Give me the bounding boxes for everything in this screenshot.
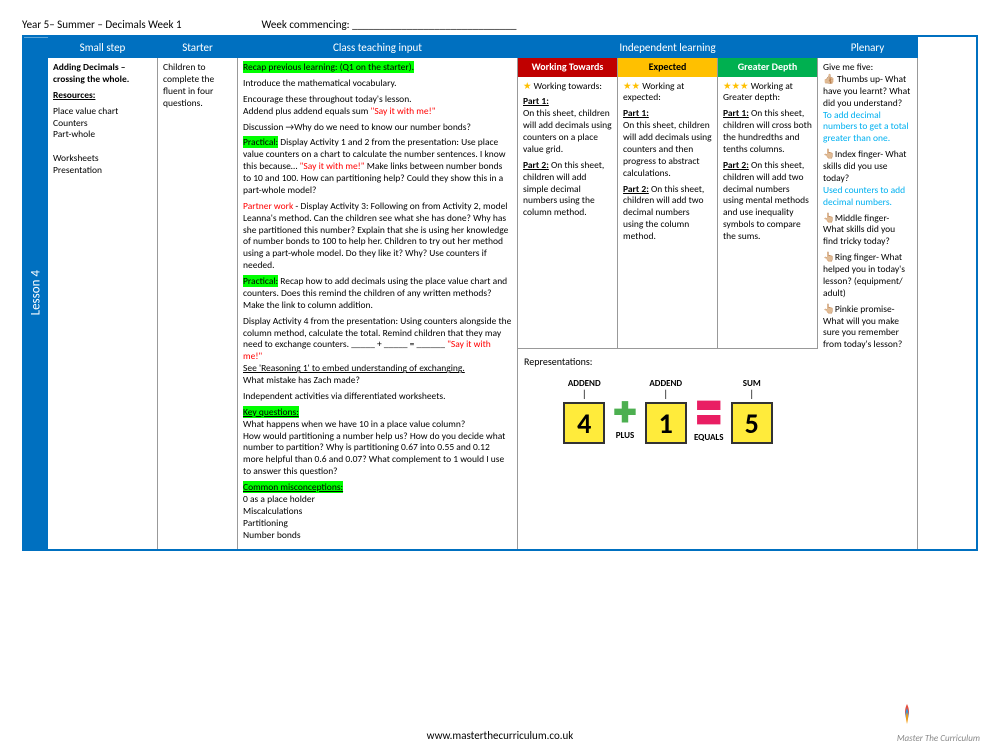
plenary-pinkie: Pinkie promise- What will you make sure … [823, 303, 902, 351]
wt-p2-label: Part 2: [523, 159, 549, 171]
practical1-label: Practical: [243, 136, 278, 148]
rep-sum-label: SUM [731, 378, 773, 389]
plus-icon: ✚ [613, 395, 636, 430]
gd-header: Greater Depth [718, 58, 817, 77]
brand-text: Master The Curriculum [897, 733, 980, 744]
plenary-index: Index finger- What skills did you use to… [823, 148, 906, 184]
ex-p1-label: Part 1: [623, 107, 649, 119]
wt-intro: Working towards: [532, 80, 602, 92]
footer-url: www.masterthecurriculum.co.uk [0, 729, 1000, 742]
gd-p2: On this sheet, children will add two dec… [723, 159, 809, 242]
teaching-cell: Recap previous learning: (Q1 on the star… [238, 58, 518, 549]
star-icon: ★ [523, 80, 532, 92]
keyq-label: Key questions: [243, 406, 299, 418]
page: Year 5– Summer – Decimals Week 1 Week co… [0, 0, 1000, 551]
rep-tile-3: 5 [731, 402, 773, 444]
say1: "Say it with me!" [368, 105, 435, 117]
key-questions: What happens when we have 10 in a place … [243, 419, 512, 478]
plenary-ring: Ring finger- What helped you in today's … [823, 251, 905, 299]
planner-table: Lesson 4 Small step Starter Class teachi… [22, 35, 978, 551]
rep-addend2-label: ADDEND [645, 378, 687, 389]
gd-cell: Greater Depth ★★★ Working at Greater dep… [718, 58, 818, 348]
rep-equals-label: EQUALS [693, 432, 725, 443]
wt-header: Working Towards [518, 58, 617, 77]
ex-p1: On this sheet, children will add decimal… [623, 119, 712, 179]
wt-p1-label: Part 1: [523, 95, 549, 107]
representations-cell: Representations: ADDEND │ 4 ✚ PLUS ADDEN… [518, 348, 818, 549]
practical2-label: Practical: [243, 275, 278, 287]
resources-label: Resources: [53, 89, 95, 101]
plenary-thumb: Thumbs up- What have you learnt? What di… [823, 73, 910, 109]
doc-title: Year 5– Summer – Decimals Week 1 [22, 18, 182, 31]
misconceptions: 0 as a place holder Miscalculations Part… [243, 494, 512, 542]
plenary-cell: Give me five: 👍🏼 Thumbs up- What have yo… [818, 58, 918, 549]
misc-label: Common misconceptions: [243, 481, 343, 493]
col-small-step: Small step [48, 37, 158, 58]
recap-label: Recap previous learning: (Q1 on the star… [243, 61, 414, 73]
gd-p1-label: Part 1: [723, 107, 749, 119]
week-commencing: Week commencing: _______________________… [262, 18, 517, 31]
resources-list: Place value chart Counters Part-whole Wo… [53, 106, 152, 177]
partner-label: Partner work [243, 200, 293, 212]
ex-cell: Expected ★★ Working at expected: Part 1:… [618, 58, 718, 348]
ex-header: Expected [618, 58, 717, 77]
discussion: Discussion →Why do we need to know our n… [243, 122, 512, 134]
rep-tile-2: 1 [645, 402, 687, 444]
zach: What mistake has Zach made? [243, 375, 512, 387]
col-plenary: Plenary [818, 37, 918, 58]
star-icon: ★★★ [723, 80, 749, 92]
small-step-title: Adding Decimals – crossing the whole. [53, 62, 152, 86]
rep-label: Representations: [524, 355, 592, 368]
starter-cell: Children to complete the fluent in four … [158, 58, 238, 549]
brand-logo: Master The Curriculum [897, 702, 980, 744]
plenary-thumb-eg: To add decimal numbers to get a total gr… [823, 109, 909, 145]
lesson-tab: Lesson 4 [24, 37, 48, 549]
reasoning: See 'Reasoning 1' to embed understanding… [243, 362, 465, 374]
intro1: Introduce the mathematical vocabulary. [243, 78, 512, 90]
ex-p2-label: Part 2: [623, 183, 649, 195]
star-icon: ★★ [623, 80, 640, 92]
indep-activities: Independent activities via differentiate… [243, 391, 512, 403]
rep-tile-1: 4 [563, 402, 605, 444]
rep-addend1-label: ADDEND [563, 378, 605, 389]
rep-plus-label: PLUS [611, 430, 638, 441]
say2: "Say it with me!" [297, 160, 364, 172]
wt-p1: On this sheet, children will add decimal… [523, 107, 612, 155]
col-teaching: Class teaching input [238, 37, 518, 58]
rep-diagram: ADDEND │ 4 ✚ PLUS ADDEND │ 1 [524, 378, 812, 446]
practical2: Recap how to add decimals using the plac… [243, 275, 507, 311]
col-starter: Starter [158, 37, 238, 58]
equals-icon: 〓 [695, 392, 723, 432]
title-row: Year 5– Summer – Decimals Week 1 Week co… [22, 18, 978, 31]
flame-icon [897, 702, 917, 730]
gd-p2-label: Part 2: [723, 159, 749, 171]
intro3: Addend plus addend equals sum [243, 105, 368, 117]
col-independent: Independent learning [518, 37, 818, 58]
wt-cell: Working Towards ★ Working towards: Part … [518, 58, 618, 348]
small-step-cell: Adding Decimals – crossing the whole. Re… [48, 58, 158, 549]
plenary-index-eg: Used counters to add decimal numbers. [823, 184, 905, 208]
